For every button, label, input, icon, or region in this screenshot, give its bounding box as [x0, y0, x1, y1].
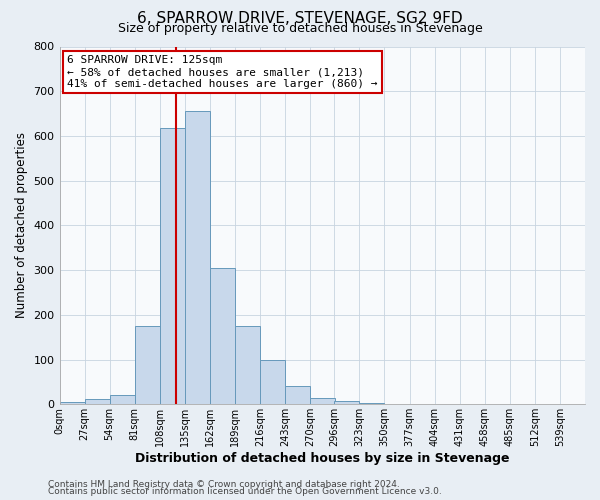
- Bar: [85, 399, 110, 404]
- Text: Contains public sector information licensed under the Open Government Licence v3: Contains public sector information licen…: [48, 487, 442, 496]
- Y-axis label: Number of detached properties: Number of detached properties: [15, 132, 28, 318]
- Bar: [334, 400, 359, 404]
- Bar: [210, 268, 235, 404]
- Text: Contains HM Land Registry data © Crown copyright and database right 2024.: Contains HM Land Registry data © Crown c…: [48, 480, 400, 489]
- Text: Size of property relative to detached houses in Stevenage: Size of property relative to detached ho…: [118, 22, 482, 35]
- Text: 6 SPARROW DRIVE: 125sqm
← 58% of detached houses are smaller (1,213)
41% of semi: 6 SPARROW DRIVE: 125sqm ← 58% of detache…: [67, 56, 378, 88]
- Bar: [185, 112, 210, 405]
- Bar: [285, 386, 310, 404]
- Text: 6, SPARROW DRIVE, STEVENAGE, SG2 9FD: 6, SPARROW DRIVE, STEVENAGE, SG2 9FD: [137, 11, 463, 26]
- Bar: [260, 360, 285, 405]
- Bar: [135, 326, 160, 404]
- Bar: [310, 398, 335, 404]
- Bar: [110, 396, 135, 404]
- Bar: [59, 402, 85, 404]
- X-axis label: Distribution of detached houses by size in Stevenage: Distribution of detached houses by size …: [135, 452, 509, 465]
- Bar: [235, 326, 260, 404]
- Bar: [160, 128, 185, 404]
